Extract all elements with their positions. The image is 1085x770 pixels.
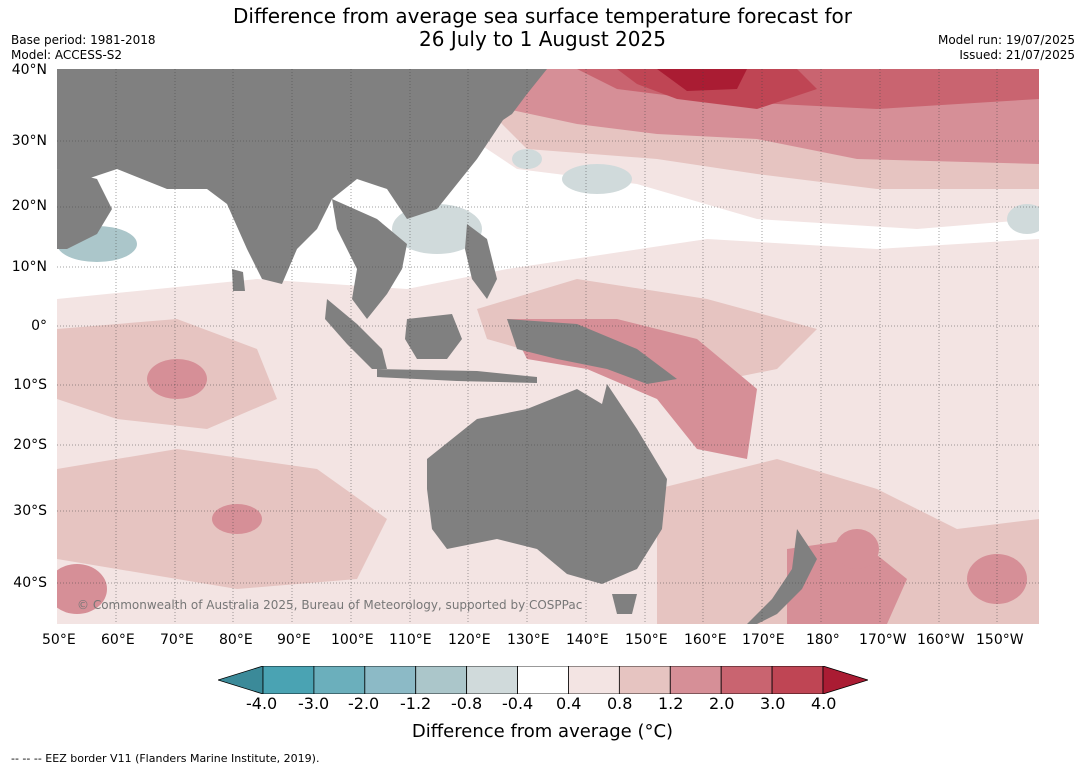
colorbar-segment [466,666,518,694]
anomaly-region-tasman-warm [787,539,907,624]
colorbar-segment [415,666,468,694]
lon-label-160w: 160°W [917,632,965,648]
lon-label-150e: 150°E [625,632,668,648]
colorbar-tick-label: -0.8 [451,694,483,713]
model-run: Model run: 19/07/2025 [937,33,1075,47]
land-sri-lanka [232,269,245,291]
sst-anomaly-map: © Commonwealth of Australia 2025, Bureau… [57,69,1039,624]
land-new-guinea [507,319,677,384]
colorbar-segment [618,666,671,694]
colorbar-segment [262,666,315,694]
land-new-zealand [747,529,817,624]
lon-label-100e: 100°E [331,632,374,648]
anomaly-region-warm-patch-1 [147,359,207,399]
issued-date: Issued: 21/07/2025 [959,48,1075,62]
lat-label-0: 0° [31,318,47,334]
land-tasmania [612,594,637,614]
map-title-line2: 26 July to 1 August 2025 [419,27,666,51]
anomaly-region-warm-patch-5 [835,529,879,569]
land-sumatra [325,299,387,369]
lon-label-80e: 80°E [219,632,253,648]
colorbar-tick-label: -3.0 [298,694,330,713]
land-japan [497,69,547,124]
lon-label-110e: 110°E [389,632,432,648]
eez-footnote: -- -- -- EEZ border V11 (Flanders Marine… [11,752,320,765]
lat-label-30n: 30°N [11,133,47,149]
lon-label-150w: 150°W [976,632,1024,648]
colorbar-segment [568,666,620,694]
map-title-line1: Difference from average sea surface temp… [232,4,852,28]
lon-label-160e: 160°E [684,632,727,648]
anomaly-region-cool-5 [1007,204,1039,234]
lat-label-40n: 40°N [11,62,47,78]
colorbar-extend-high [822,666,868,694]
colorbar-tick-label: -1.2 [400,694,432,713]
colorbar-extend-low [218,666,264,694]
land-eurasia [57,69,527,284]
colorbar-tick-label: 0.4 [556,694,582,713]
lon-label-90e: 90°E [277,632,311,648]
land-layer [57,69,817,624]
colorbar-segment [517,666,569,694]
copyright-notice: © Commonwealth of Australia 2025, Bureau… [77,598,582,612]
land-australia [427,384,667,584]
colorbar-tick-label: 0.8 [607,694,633,713]
lat-label-10s: 10°S [13,377,47,393]
colorbar-tick-label: 4.0 [811,694,837,713]
colorbar-title: Difference from average (°C) [411,721,674,742]
model-name: Model: ACCESS-S2 [11,48,123,62]
land-philippines [465,224,497,299]
lon-label-50e: 50°E [42,632,76,648]
meta-right: Model run: 19/07/2025 Issued: 21/07/2025 [938,33,1075,63]
lat-label-20s: 20°S [13,437,47,453]
lon-label-130e: 130°E [507,632,550,648]
colorbar-tick-label: -0.4 [502,694,534,713]
land-java-chain [377,369,537,383]
colorbar-segment [313,666,366,694]
lon-label-140e: 140°E [566,632,609,648]
lon-label-170w: 170°W [859,632,907,648]
map-title: Difference from average sea surface temp… [0,5,1085,51]
colorbar-tick-label: 3.0 [760,694,786,713]
lon-label-180: 180° [806,632,840,648]
colorbar-segment [771,666,824,694]
anomaly-region-warm-patch-3 [57,564,107,614]
colorbar-tick-label: 2.0 [709,694,735,713]
lon-label-120e: 120°E [448,632,491,648]
land-arabia [57,169,112,249]
lat-label-10n: 10°N [11,259,47,275]
base-period: Base period: 1981-2018 [11,33,156,47]
colorbar-segment [364,666,417,694]
colorbar-tick-label: 1.2 [658,694,684,713]
lon-label-70e: 70°E [160,632,194,648]
lon-label-170e: 170°E [742,632,785,648]
colorbar-segment [720,666,773,694]
lat-label-40s: 40°S [13,575,47,591]
anomaly-fill-layer [57,69,1039,624]
colorbar-segment [669,666,722,694]
meta-left: Base period: 1981-2018 Model: ACCESS-S2 [11,33,156,63]
land-borneo [405,314,462,359]
anomaly-region-npac-max [657,69,747,91]
lat-label-30s: 30°S [13,503,47,519]
colorbar-tick-label: -2.0 [348,694,380,713]
lon-label-60e: 60°E [101,632,135,648]
colorbar [218,666,868,694]
colorbar-tick-label: -4.0 [246,694,278,713]
lat-label-20n: 20°N [11,198,47,214]
anomaly-region-cool-2 [562,164,632,194]
graticule [57,69,1039,624]
anomaly-region-warm-patch-2 [212,504,262,534]
